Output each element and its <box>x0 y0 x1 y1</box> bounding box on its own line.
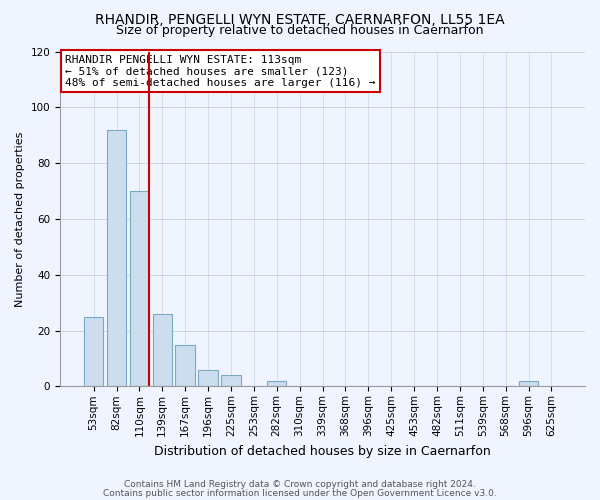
X-axis label: Distribution of detached houses by size in Caernarfon: Distribution of detached houses by size … <box>154 444 491 458</box>
Text: Contains HM Land Registry data © Crown copyright and database right 2024.: Contains HM Land Registry data © Crown c… <box>124 480 476 489</box>
Bar <box>107 130 126 386</box>
Bar <box>175 344 195 387</box>
Bar <box>519 381 538 386</box>
Bar <box>84 316 103 386</box>
Bar <box>130 191 149 386</box>
Text: Size of property relative to detached houses in Caernarfon: Size of property relative to detached ho… <box>116 24 484 37</box>
Bar <box>199 370 218 386</box>
Bar <box>267 381 286 386</box>
Text: RHANDIR, PENGELLI WYN ESTATE, CAERNARFON, LL55 1EA: RHANDIR, PENGELLI WYN ESTATE, CAERNARFON… <box>95 12 505 26</box>
Y-axis label: Number of detached properties: Number of detached properties <box>15 132 25 306</box>
Text: RHANDIR PENGELLI WYN ESTATE: 113sqm
← 51% of detached houses are smaller (123)
4: RHANDIR PENGELLI WYN ESTATE: 113sqm ← 51… <box>65 55 376 88</box>
Bar <box>221 375 241 386</box>
Text: Contains public sector information licensed under the Open Government Licence v3: Contains public sector information licen… <box>103 488 497 498</box>
Bar <box>152 314 172 386</box>
